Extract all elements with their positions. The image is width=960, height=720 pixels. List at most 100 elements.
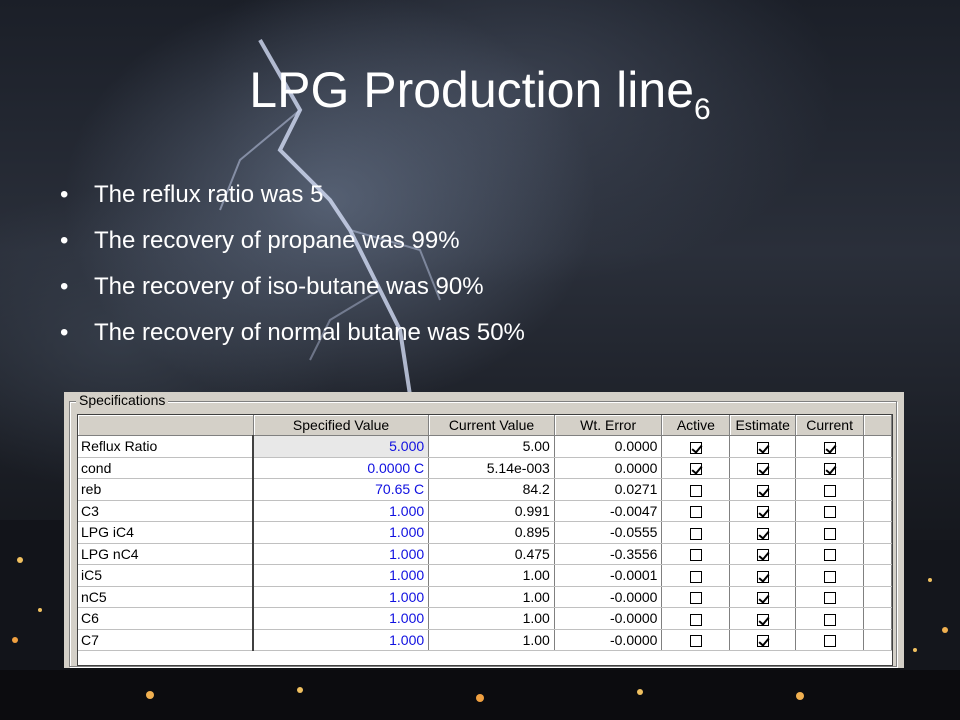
active-checkbox[interactable] — [689, 635, 702, 648]
wt-error-cell: -0.0555 — [554, 521, 663, 544]
active-checkbox[interactable] — [689, 506, 702, 519]
current-cell — [795, 521, 865, 544]
row-filler-cell — [863, 607, 892, 630]
bullet-item: • The recovery of propane was 99% — [60, 218, 525, 264]
row-filler-cell — [863, 543, 892, 565]
current-checkbox[interactable] — [823, 549, 836, 562]
row-filler-cell — [863, 478, 892, 501]
active-checkbox[interactable] — [689, 592, 702, 605]
specified-value-cell[interactable]: 1.000 — [253, 521, 430, 544]
table-row[interactable]: LPG iC4 1.000 0.895 -0.0555 — [78, 521, 892, 544]
active-checkbox[interactable] — [689, 484, 702, 497]
active-checkbox[interactable] — [689, 463, 702, 476]
current-checkbox[interactable] — [823, 463, 836, 476]
current-value-cell: 0.991 — [428, 500, 555, 522]
specified-value-cell[interactable]: 1.000 — [253, 607, 430, 630]
specified-value-cell[interactable]: 5.000 — [253, 435, 430, 458]
estimate-cell — [729, 564, 797, 587]
estimate-cell — [729, 629, 797, 651]
estimate-checkbox[interactable] — [756, 463, 769, 476]
current-value-cell: 5.00 — [428, 435, 555, 458]
wt-error-cell: -0.0047 — [554, 500, 663, 522]
bullet-item: • The reflux ratio was 5 — [60, 172, 525, 218]
column-header-specified-value[interactable]: Specified Value — [253, 415, 430, 436]
wt-error-cell: -0.0000 — [554, 629, 663, 651]
row-filler-cell — [863, 586, 892, 608]
current-cell — [795, 435, 865, 458]
estimate-checkbox[interactable] — [756, 592, 769, 605]
column-header-wt-error[interactable]: Wt. Error — [554, 415, 663, 436]
current-checkbox[interactable] — [823, 527, 836, 540]
current-cell — [795, 586, 865, 608]
current-checkbox[interactable] — [823, 506, 836, 519]
active-checkbox[interactable] — [689, 549, 702, 562]
estimate-checkbox[interactable] — [756, 441, 769, 454]
column-header-estimate[interactable]: Estimate — [729, 415, 797, 436]
wt-error-cell: 0.0271 — [554, 478, 663, 501]
estimate-checkbox[interactable] — [756, 635, 769, 648]
current-checkbox[interactable] — [823, 441, 836, 454]
spec-row-name: iC5 — [78, 564, 255, 587]
header-corner — [78, 415, 254, 436]
specified-value-cell[interactable]: 1.000 — [253, 629, 430, 651]
active-checkbox[interactable] — [689, 570, 702, 583]
active-checkbox[interactable] — [689, 527, 702, 540]
specified-value-cell[interactable]: 1.000 — [253, 586, 430, 608]
spec-row-name: C7 — [78, 629, 255, 651]
table-row[interactable]: C6 1.000 1.00 -0.0000 — [78, 607, 892, 630]
column-header-active[interactable]: Active — [661, 415, 731, 436]
wt-error-cell: -0.0000 — [554, 607, 663, 630]
estimate-checkbox[interactable] — [756, 527, 769, 540]
current-checkbox[interactable] — [823, 635, 836, 648]
table-row[interactable]: C3 1.000 0.991 -0.0047 — [78, 500, 892, 522]
specified-value-cell[interactable]: 1.000 — [253, 500, 430, 522]
active-checkbox[interactable] — [689, 441, 702, 454]
current-cell — [795, 607, 865, 630]
active-cell — [661, 629, 731, 651]
spec-row-name: LPG iC4 — [78, 521, 255, 544]
bullet-glyph: • — [60, 227, 69, 254]
estimate-checkbox[interactable] — [756, 484, 769, 497]
active-cell — [661, 543, 731, 565]
table-row[interactable]: LPG nC4 1.000 0.475 -0.3556 — [78, 543, 892, 565]
estimate-cell — [729, 543, 797, 565]
slide-title: LPG Production line6 — [0, 58, 960, 125]
specified-value-cell[interactable]: 1.000 — [253, 543, 430, 565]
current-checkbox[interactable] — [823, 570, 836, 583]
estimate-checkbox[interactable] — [756, 506, 769, 519]
current-checkbox[interactable] — [823, 613, 836, 626]
specified-value-cell[interactable]: 1.000 — [253, 564, 430, 587]
estimate-checkbox[interactable] — [756, 613, 769, 626]
estimate-checkbox[interactable] — [756, 549, 769, 562]
specified-value-cell[interactable]: 0.0000 C — [253, 457, 430, 479]
active-checkbox[interactable] — [689, 613, 702, 626]
column-header-current-value[interactable]: Current Value — [428, 415, 555, 436]
table-row[interactable]: Reflux Ratio 5.000 5.00 0.0000 — [78, 435, 892, 458]
current-value-cell: 84.2 — [428, 478, 555, 501]
wt-error-cell: 0.0000 — [554, 457, 663, 479]
spec-row-name: C6 — [78, 607, 255, 630]
table-row[interactable]: nC5 1.000 1.00 -0.0000 — [78, 586, 892, 608]
spec-row-name: reb — [78, 478, 255, 501]
table-row[interactable]: C7 1.000 1.00 -0.0000 — [78, 629, 892, 651]
bullet-text: The recovery of normal butane was 50% — [94, 319, 525, 346]
slide-title-text: LPG Production line — [249, 62, 694, 118]
specifications-group-label: Specifications — [76, 392, 169, 408]
table-row[interactable]: cond 0.0000 C 5.14e-003 0.0000 — [78, 457, 892, 479]
current-checkbox[interactable] — [823, 484, 836, 497]
current-checkbox[interactable] — [823, 592, 836, 605]
column-header-current[interactable]: Current — [795, 415, 865, 436]
table-row[interactable]: iC5 1.000 1.00 -0.0001 — [78, 564, 892, 587]
specified-value-cell[interactable]: 70.65 C — [253, 478, 430, 501]
row-filler-cell — [863, 629, 892, 651]
specifications-panel: Specifications Specified Value Current V… — [64, 392, 904, 668]
wt-error-cell: 0.0000 — [554, 435, 663, 458]
bullet-text: The reflux ratio was 5 — [94, 181, 324, 208]
estimate-checkbox[interactable] — [756, 570, 769, 583]
estimate-cell — [729, 478, 797, 501]
current-cell — [795, 564, 865, 587]
bullet-text: The recovery of propane was 99% — [94, 227, 460, 254]
table-row[interactable]: reb 70.65 C 84.2 0.0271 — [78, 478, 892, 501]
wt-error-cell: -0.0001 — [554, 564, 663, 587]
